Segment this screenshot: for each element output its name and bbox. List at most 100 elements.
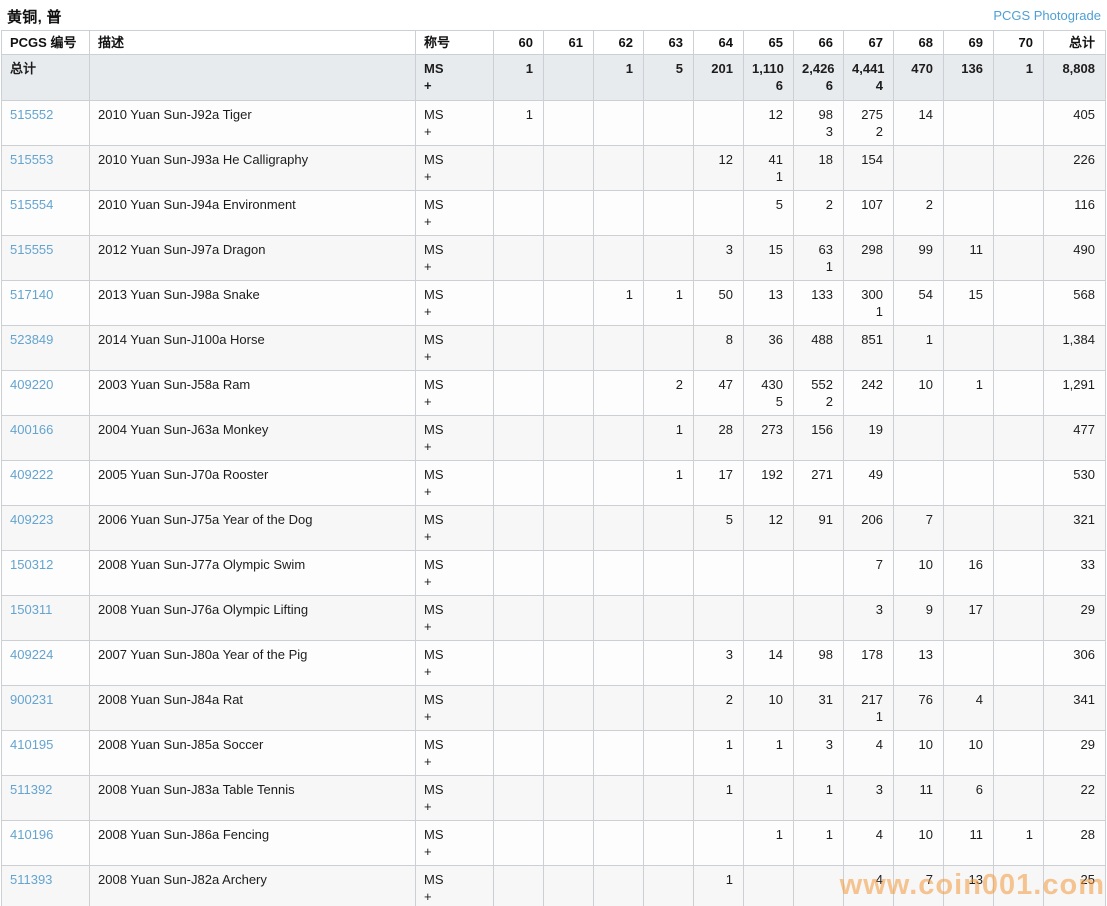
grade-68-cell: 9 <box>893 595 944 641</box>
row-total-cell: 568 <box>1043 280 1106 326</box>
pcgs-number-link[interactable]: 409224 <box>10 647 54 662</box>
pcgs-number-link[interactable]: 523849 <box>10 332 54 347</box>
coin-description: 2010 Yuan Sun-J93a He Calligraphy <box>89 145 416 191</box>
grade-60-cell <box>493 685 544 731</box>
column-header-grade-68: 68 <box>893 30 944 55</box>
grade-68-cell <box>893 415 944 461</box>
grade-68-cell: 7 <box>893 865 944 906</box>
grade-66-cell: 98 3 <box>793 100 844 146</box>
pcgs-number-link[interactable]: 410196 <box>10 827 54 842</box>
grade-64-cell <box>693 100 744 146</box>
grade-67-cell: 242 <box>843 370 894 416</box>
pcgs-number-cell: 515553 <box>1 145 90 191</box>
coin-description: 2004 Yuan Sun-J63a Monkey <box>89 415 416 461</box>
pcgs-number-cell: 409220 <box>1 370 90 416</box>
grade-65-cell: 10 <box>743 685 794 731</box>
pcgs-number-link[interactable]: 511393 <box>10 872 53 887</box>
grade-69-cell <box>943 460 994 506</box>
total-grade-64: 201 <box>693 54 744 101</box>
grade-66-cell <box>793 595 844 641</box>
designation-plus: + <box>424 259 432 274</box>
grade-63-cell: 2 <box>643 370 694 416</box>
designation-cell: MS + <box>415 550 494 596</box>
grade-69-cell: 1 <box>943 370 994 416</box>
pcgs-number-link[interactable]: 409222 <box>10 467 54 482</box>
designation-plus: + <box>424 169 432 184</box>
grade-62-cell <box>593 505 644 551</box>
grade-69-cell: 6 <box>943 775 994 821</box>
grade-64-cell: 5 <box>693 505 744 551</box>
grade-63-cell <box>643 145 694 191</box>
grade-65-cell: 273 <box>743 415 794 461</box>
grade-61-cell <box>543 460 594 506</box>
designation-plus: + <box>424 78 432 93</box>
grade-61-cell <box>543 775 594 821</box>
pcgs-number-link[interactable]: 410195 <box>10 737 54 752</box>
grade-64-cell <box>693 190 744 236</box>
grade-60-cell: 1 <box>493 100 544 146</box>
grade-70-cell: 1 <box>993 820 1044 866</box>
table-row: 515555 2012 Yuan Sun-J97a Dragon MS +3 15 63 1… <box>1 235 1106 281</box>
grade-69-cell: 4 <box>943 685 994 731</box>
coin-description: 2010 Yuan Sun-J94a Environment <box>89 190 416 236</box>
grade-67-cell: 206 <box>843 505 894 551</box>
pcgs-number-link[interactable]: 409223 <box>10 512 54 527</box>
grade-65-cell: 12 <box>743 505 794 551</box>
grade-70-cell <box>993 370 1044 416</box>
pcgs-number-link[interactable]: 150312 <box>10 557 54 572</box>
pcgs-number-link[interactable]: 515552 <box>10 107 54 122</box>
designation-cell: MS + <box>415 730 494 776</box>
pcgs-number-link[interactable]: 515555 <box>10 242 54 257</box>
grade-70-cell <box>993 190 1044 236</box>
designation-plus: + <box>424 529 432 544</box>
designation-plus: + <box>424 889 432 904</box>
grade-63-cell <box>643 730 694 776</box>
grade-65-cell: 5 <box>743 190 794 236</box>
pcgs-number-link[interactable]: 150311 <box>10 602 53 617</box>
grade-69-cell <box>943 190 994 236</box>
designation-plus: + <box>424 304 432 319</box>
table-row: 150311 2008 Yuan Sun-J76a Olympic Lifting… <box>1 595 1106 641</box>
grade-62-cell <box>593 460 644 506</box>
grade-66-cell: 156 <box>793 415 844 461</box>
table-row: 515553 2010 Yuan Sun-J93a He Calligraphy M… <box>1 145 1106 191</box>
column-header-pcgs-number: PCGS 编号 <box>1 30 90 55</box>
page-title: 黄铜, 普 <box>7 9 62 26</box>
total-grade-65: 1,110 6 <box>743 54 794 101</box>
pcgs-number-link[interactable]: 517140 <box>10 287 54 302</box>
designation-ms: MS <box>424 152 444 167</box>
grade-68-cell: 11 <box>893 775 944 821</box>
designation-plus: + <box>424 754 432 769</box>
pcgs-number-link[interactable]: 409220 <box>10 377 54 392</box>
designation-ms: MS <box>424 647 444 662</box>
pcgs-number-cell: 409222 <box>1 460 90 506</box>
grade-63-cell <box>643 505 694 551</box>
grade-61-cell <box>543 370 594 416</box>
pcgs-number-link[interactable]: 515553 <box>10 152 54 167</box>
pcgs-number-link[interactable]: 515554 <box>10 197 54 212</box>
grade-62-cell <box>593 370 644 416</box>
grade-70-cell <box>993 235 1044 281</box>
grade-70-cell <box>993 325 1044 371</box>
pcgs-number-link[interactable]: 511392 <box>10 782 53 797</box>
row-total-cell: 1,384 <box>1043 325 1106 371</box>
grade-69-cell: 17 <box>943 595 994 641</box>
pcgs-number-link[interactable]: 400166 <box>10 422 54 437</box>
grade-62-cell: 1 <box>593 280 644 326</box>
grade-67-cell: 275 2 <box>843 100 894 146</box>
designation-plus: + <box>424 799 432 814</box>
pcgs-number-link[interactable]: 900231 <box>10 692 54 707</box>
grade-63-cell <box>643 775 694 821</box>
column-header-grade-64: 64 <box>693 30 744 55</box>
designation-plus: + <box>424 619 432 634</box>
grade-68-cell: 76 <box>893 685 944 731</box>
photograde-link[interactable]: PCGS Photograde <box>993 8 1101 23</box>
total-grade-62: 1 <box>593 54 644 101</box>
row-total-cell: 530 <box>1043 460 1106 506</box>
grade-70-cell <box>993 460 1044 506</box>
column-header-grade-67: 67 <box>843 30 894 55</box>
grade-68-cell: 2 <box>893 190 944 236</box>
coin-description: 2008 Yuan Sun-J84a Rat <box>89 685 416 731</box>
grade-62-cell <box>593 685 644 731</box>
grade-67-cell: 217 1 <box>843 685 894 731</box>
